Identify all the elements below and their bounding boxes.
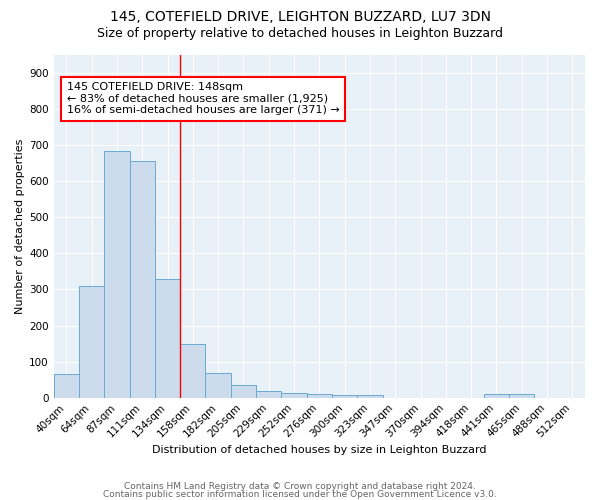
Bar [155, 278, 180, 398]
Bar [205, 373, 231, 398]
Bar [484, 394, 509, 398]
Text: Contains HM Land Registry data © Crown copyright and database right 2024.: Contains HM Land Registry data © Crown c… [124, 482, 476, 491]
Text: 145, COTEFIELD DRIVE, LEIGHTON BUZZARD, LU7 3DN: 145, COTEFIELD DRIVE, LEIGHTON BUZZARD, … [110, 10, 491, 24]
Bar [130, 162, 155, 398]
Bar [180, 344, 205, 398]
Bar [104, 150, 130, 398]
Bar [53, 374, 79, 398]
X-axis label: Distribution of detached houses by size in Leighton Buzzard: Distribution of detached houses by size … [152, 445, 487, 455]
Bar [332, 395, 357, 398]
Bar [357, 395, 383, 398]
Bar [509, 394, 535, 398]
Text: Contains public sector information licensed under the Open Government Licence v3: Contains public sector information licen… [103, 490, 497, 499]
Y-axis label: Number of detached properties: Number of detached properties [15, 138, 25, 314]
Bar [307, 394, 332, 398]
Text: Size of property relative to detached houses in Leighton Buzzard: Size of property relative to detached ho… [97, 28, 503, 40]
Bar [231, 385, 256, 398]
Bar [281, 394, 307, 398]
Text: 145 COTEFIELD DRIVE: 148sqm
← 83% of detached houses are smaller (1,925)
16% of : 145 COTEFIELD DRIVE: 148sqm ← 83% of det… [67, 82, 340, 116]
Bar [256, 390, 281, 398]
Bar [79, 286, 104, 398]
